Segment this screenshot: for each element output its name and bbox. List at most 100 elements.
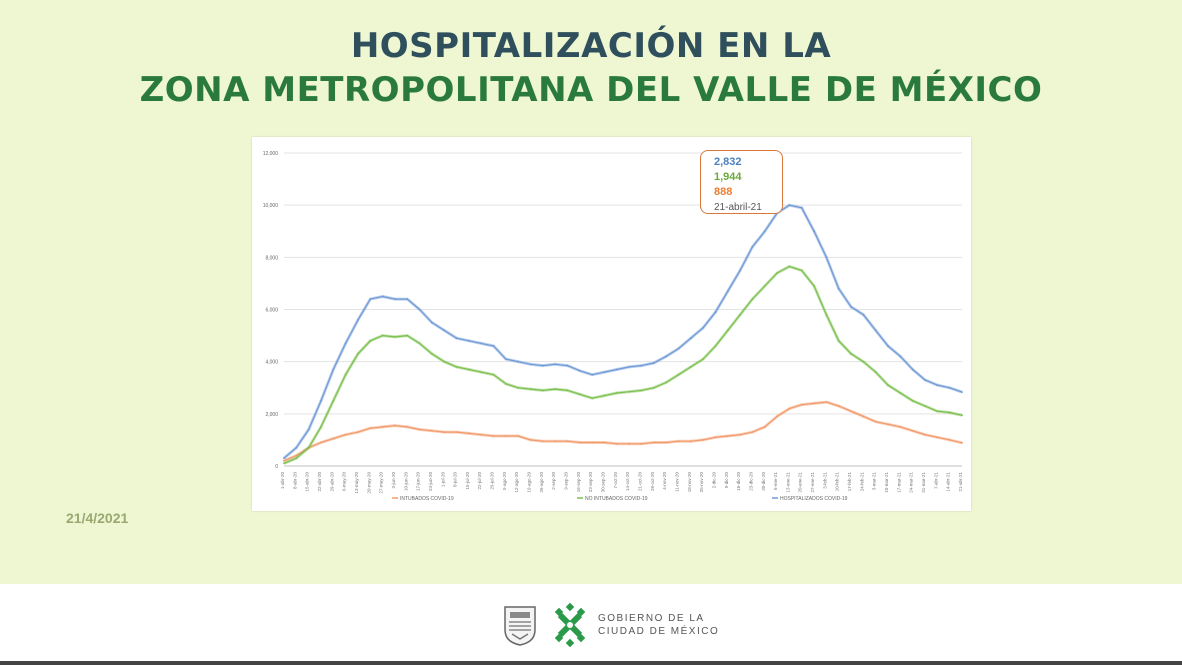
- data-point: [344, 373, 347, 376]
- x-tick-label: 21-oct-20: [637, 472, 642, 492]
- data-point: [529, 439, 532, 441]
- data-point: [603, 371, 606, 373]
- data-point: [517, 360, 520, 363]
- data-point: [788, 265, 791, 268]
- data-point: [850, 410, 852, 413]
- data-point: [948, 439, 951, 441]
- data-point: [418, 428, 421, 431]
- data-point: [295, 457, 298, 460]
- data-point: [961, 391, 963, 394]
- x-tick-label: 18-nov-20: [687, 472, 692, 493]
- x-tick-label: 15-abr-20: [305, 472, 310, 492]
- data-point: [788, 407, 791, 410]
- y-tick-label: 10,000: [263, 203, 279, 209]
- data-point: [443, 329, 446, 332]
- data-point: [739, 433, 742, 436]
- x-tick-label: 26-ago-20: [539, 472, 544, 493]
- x-tick-label: 29-abr-20: [329, 472, 334, 492]
- data-point: [813, 230, 815, 233]
- x-tick-label: 5-ago-20: [502, 472, 507, 491]
- latest-values-callout: 2,832 1,944 888 21-abril-21: [700, 150, 783, 214]
- data-point: [776, 272, 778, 274]
- data-point: [381, 425, 384, 428]
- data-point: [529, 363, 532, 366]
- data-point: [615, 442, 618, 445]
- data-point: [504, 358, 507, 360]
- data-point: [394, 335, 396, 338]
- data-point: [739, 269, 742, 272]
- data-point: [541, 364, 544, 367]
- data-point: [702, 439, 705, 441]
- data-point: [566, 364, 569, 367]
- data-point: [541, 440, 544, 443]
- footer-logos: GOBIERNO DE LA CIUDAD DE MÉXICO: [502, 602, 719, 648]
- x-tick-label: 7-oct-20: [613, 472, 618, 489]
- data-point: [431, 321, 433, 324]
- x-tick-label: 15-jul-20: [465, 472, 470, 490]
- data-point: [578, 393, 581, 396]
- data-point: [813, 285, 815, 287]
- data-point: [578, 441, 581, 444]
- data-point: [714, 345, 717, 347]
- data-point: [369, 427, 372, 430]
- data-point: [480, 371, 483, 373]
- data-point: [369, 298, 372, 300]
- data-point: [603, 394, 606, 397]
- data-point: [283, 459, 285, 462]
- data-point: [763, 285, 766, 287]
- data-point: [677, 347, 680, 350]
- data-point: [652, 362, 655, 364]
- data-point: [640, 364, 643, 367]
- data-point: [652, 441, 655, 444]
- data-point: [936, 384, 939, 387]
- x-tick-label: 22-jul-20: [477, 472, 482, 490]
- data-point: [357, 431, 359, 433]
- data-point: [887, 384, 889, 387]
- hospitalizados-line: [283, 204, 963, 459]
- legend-label: HOSPITALIZADOS COVID-19: [780, 496, 848, 502]
- data-point: [825, 256, 828, 259]
- x-tick-label: 19-ago-20: [527, 472, 532, 493]
- data-point: [714, 436, 717, 439]
- data-point: [344, 342, 347, 345]
- x-tick-label: 13-may-20: [354, 472, 359, 494]
- data-point: [751, 431, 754, 433]
- data-point: [295, 446, 298, 449]
- x-tick-label: 13-ene-21: [785, 472, 790, 493]
- x-tick-label: 1-jul-20: [440, 472, 445, 488]
- x-tick-label: 2-sep-20: [551, 472, 556, 490]
- data-point: [443, 360, 446, 363]
- y-tick-label: 2,000: [265, 412, 278, 418]
- data-point: [492, 373, 495, 376]
- x-tick-label: 8-jul-20: [453, 472, 458, 488]
- data-point: [628, 390, 631, 393]
- data-point: [899, 392, 902, 394]
- data-point: [320, 441, 322, 444]
- x-tick-label: 23-sep-20: [588, 472, 593, 493]
- title-line-2: ZONA METROPOLITANA DEL VALLE DE MÉXICO: [139, 70, 1043, 110]
- data-point: [431, 429, 433, 432]
- data-point: [911, 368, 914, 371]
- x-tick-label: 8-abr-20: [292, 472, 297, 490]
- data-point: [689, 337, 692, 340]
- data-point: [714, 311, 717, 314]
- x-tick-label: 24-jun-20: [428, 472, 433, 492]
- data-point: [320, 399, 322, 402]
- x-tick-label: 25-nov-20: [699, 472, 704, 493]
- data-point: [924, 433, 926, 436]
- title-line-1: HOSPITALIZACIÓN EN LA: [350, 26, 832, 66]
- data-point: [332, 399, 335, 402]
- coat-of-arms-icon: [504, 606, 536, 646]
- data-point: [541, 389, 544, 392]
- data-point: [307, 446, 310, 449]
- x-tick-label: 27-may-20: [379, 472, 384, 494]
- data-point: [948, 386, 951, 389]
- data-point: [320, 425, 322, 428]
- callout-intubados: 888: [714, 186, 733, 198]
- data-point: [652, 386, 655, 389]
- slide-date: 21/4/2021: [66, 510, 129, 526]
- y-tick-label: 8,000: [265, 255, 278, 261]
- y-tick-label: 6,000: [265, 308, 278, 314]
- data-point: [504, 382, 507, 385]
- x-tick-label: 16-sep-20: [576, 472, 581, 493]
